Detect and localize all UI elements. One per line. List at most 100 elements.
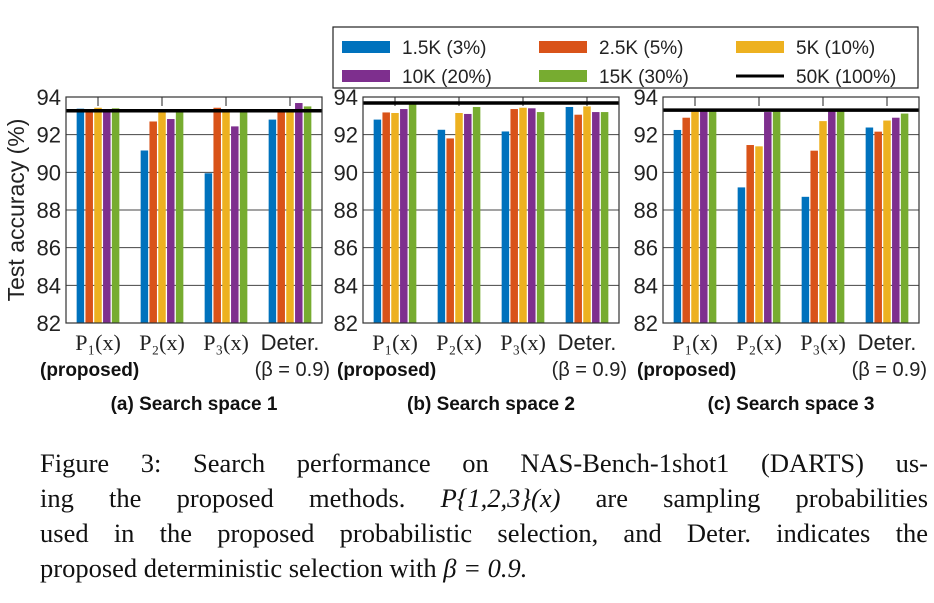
x-tick-label: P₂(x): [436, 330, 482, 355]
plot-frame: [362, 96, 620, 324]
bar-5k-10-: [691, 110, 699, 323]
legend-label: 5K (10%): [796, 38, 875, 59]
y-tick-label: 88: [37, 198, 61, 223]
bar-2-5k-5-: [446, 138, 454, 323]
bar-10k-20-: [167, 119, 175, 323]
bar-1-5k-3-: [501, 131, 510, 323]
bar-10k-20-: [528, 108, 536, 323]
y-tick-label: 82: [334, 311, 358, 336]
bar-15k-30-: [408, 102, 417, 324]
subplot-title: (a) Search space 1: [111, 394, 278, 415]
category-note: (proposed): [337, 360, 436, 381]
bar-5k-10-: [519, 107, 527, 323]
bar-5k-10-: [158, 109, 166, 323]
subplot-title: (b) Search space 2: [407, 394, 575, 415]
x-tick-label: Deter.: [558, 330, 617, 355]
y-tick-label: 86: [334, 236, 358, 261]
y-tick-label: 86: [634, 236, 658, 261]
bar-2-5k-5-: [149, 121, 157, 323]
bar-2-5k-5-: [85, 109, 93, 323]
y-tick-label: 84: [37, 273, 61, 298]
bar-5k-10-: [391, 113, 399, 323]
y-tick-label: 90: [37, 160, 61, 185]
category-note: (β = 0.9): [255, 359, 330, 381]
bar-5k-10-: [222, 109, 230, 323]
bar-10k-20-: [828, 110, 836, 323]
plot-frame: [662, 96, 920, 324]
caption-text: are sampling probabilities: [595, 483, 929, 513]
bar-15k-30-: [175, 110, 184, 323]
bar-1-5k-3-: [437, 129, 446, 323]
bar-15k-30-: [600, 112, 609, 323]
bar-5k-10-: [819, 121, 827, 324]
x-tick-label: Deter.: [858, 330, 917, 355]
bar-15k-30-: [303, 106, 312, 324]
bar-2-5k-5-: [746, 145, 754, 323]
bar-5k-10-: [755, 146, 763, 323]
x-tick-label: P₂(x): [139, 330, 185, 355]
bar-15k-30-: [772, 110, 781, 323]
bar-10k-20-: [892, 117, 900, 323]
y-axis-label: Test accuracy (%): [3, 119, 29, 302]
bar-1-5k-3-: [268, 119, 277, 323]
bar-1-5k-3-: [673, 129, 682, 323]
plot-frame: [65, 96, 323, 324]
bar-10k-20-: [592, 112, 600, 323]
bar-2-5k-5-: [874, 131, 882, 323]
caption-math: P{1,2,3}(x): [440, 483, 561, 513]
caption-line-1: Figure 3: Search performance on NAS-Benc…: [40, 448, 928, 478]
y-tick-label: 82: [634, 311, 658, 336]
bar-2-5k-5-: [574, 114, 582, 323]
x-tick-label: P₁(x): [672, 330, 718, 355]
bar-10k-20-: [400, 109, 408, 323]
x-tick-label: P₃(x): [203, 330, 249, 355]
x-tick-label: P₃(x): [800, 330, 846, 355]
y-tick-label: 88: [334, 198, 358, 223]
y-tick-label: 90: [634, 160, 658, 185]
caption-text: proposed deterministic selection with: [40, 553, 437, 583]
legend-swatch-icon: [342, 41, 390, 53]
legend-label: 2.5K (5%): [599, 38, 683, 59]
bar-5k-10-: [455, 113, 463, 323]
legend-label: 50K (100%): [796, 67, 896, 88]
bar-2-5k-5-: [810, 150, 818, 323]
bar-1-5k-3-: [565, 106, 574, 324]
y-tick-label: 84: [334, 273, 358, 298]
bar-10k-20-: [464, 113, 472, 323]
legend-swatch-icon: [342, 70, 390, 82]
bar-1-5k-3-: [865, 127, 874, 323]
bar-10k-20-: [295, 103, 303, 323]
bar-15k-30-: [536, 112, 545, 323]
bar-1-5k-3-: [204, 173, 213, 323]
y-tick-label: 86: [37, 236, 61, 261]
bar-5k-10-: [286, 110, 294, 323]
caption-line-4: proposed deterministic selection with β …: [40, 553, 928, 583]
bar-10k-20-: [764, 112, 772, 323]
bar-5k-10-: [883, 120, 891, 324]
bar-15k-30-: [472, 106, 481, 324]
bar-2-5k-5-: [510, 109, 518, 323]
category-note: (proposed): [40, 360, 139, 381]
bar-15k-30-: [708, 110, 717, 323]
caption-line-3: used in the proposed probabilistic selec…: [40, 518, 928, 548]
caption-math: β = 0.9.: [443, 553, 528, 583]
y-tick-label: 82: [37, 311, 61, 336]
legend-label: 1.5K (3%): [402, 38, 486, 59]
y-tick-label: 90: [334, 160, 358, 185]
legend-label: 15K (30%): [599, 67, 689, 88]
y-tick-label: 92: [37, 123, 61, 148]
bar-15k-30-: [836, 110, 845, 323]
legend-swatch-icon: [539, 41, 587, 53]
bar-15k-30-: [239, 110, 248, 323]
caption-text: ing the proposed methods.: [40, 483, 406, 513]
bar-5k-10-: [583, 106, 591, 324]
legend-swatch-icon: [736, 41, 784, 53]
bar-5k-10-: [94, 107, 102, 323]
bar-1-5k-3-: [737, 187, 746, 323]
category-note: (proposed): [637, 360, 736, 381]
legend-box: [332, 26, 919, 89]
y-tick-label: 84: [634, 273, 658, 298]
bar-2-5k-5-: [382, 112, 390, 324]
category-note: (β = 0.9): [552, 359, 627, 381]
legend-label: 10K (20%): [402, 67, 492, 88]
